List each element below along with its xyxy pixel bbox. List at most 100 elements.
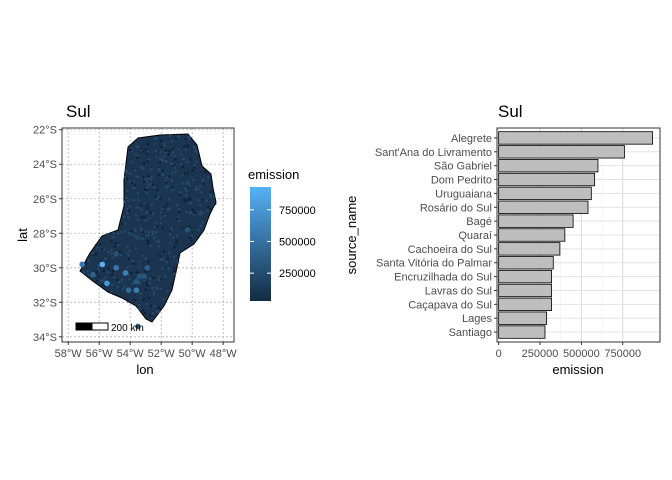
municipality-marker	[150, 178, 153, 181]
municipality-marker	[201, 179, 204, 183]
emission-point	[133, 278, 140, 285]
municipality-marker	[131, 186, 135, 190]
municipality-marker	[96, 264, 100, 267]
municipality-marker	[140, 216, 144, 219]
municipality-marker	[149, 211, 152, 214]
municipality-marker	[116, 285, 119, 289]
municipality-marker	[142, 180, 146, 184]
municipality-marker	[106, 271, 110, 274]
municipality-marker	[181, 165, 184, 169]
municipality-marker	[182, 157, 186, 160]
municipality-marker	[166, 185, 170, 188]
municipality-marker	[163, 274, 167, 278]
municipality-marker	[191, 169, 194, 173]
municipality-marker	[146, 206, 149, 210]
municipality-marker	[184, 194, 188, 197]
municipality-marker	[170, 139, 174, 143]
map-y-tick-labels: 22°S 24°S 26°S 28°S 30°S 32°S 34°S	[33, 125, 62, 344]
municipality-marker	[139, 149, 143, 152]
municipality-marker	[113, 245, 117, 248]
bar-x-tick-label: 750000	[604, 348, 641, 360]
municipality-marker	[200, 191, 203, 194]
municipality-marker	[107, 267, 110, 270]
municipality-marker	[136, 270, 139, 274]
municipality-marker	[183, 187, 187, 191]
municipality-marker	[146, 239, 149, 242]
municipality-marker	[147, 183, 150, 187]
municipality-marker	[185, 182, 189, 186]
municipality-marker	[123, 215, 126, 218]
municipality-marker	[188, 201, 191, 205]
municipality-marker	[188, 135, 191, 139]
municipality-marker	[155, 285, 159, 289]
municipality-marker	[168, 251, 171, 254]
municipality-marker	[155, 156, 158, 159]
municipality-marker	[164, 151, 167, 155]
municipality-marker	[166, 290, 169, 293]
municipality-marker	[198, 203, 202, 207]
municipality-marker	[138, 145, 141, 149]
scale-bar: 200 km	[75, 322, 144, 334]
map-y-tick-label: 34°S	[33, 332, 57, 344]
municipality-marker	[127, 253, 130, 257]
municipality-marker	[152, 236, 156, 240]
municipality-marker	[126, 212, 129, 215]
municipality-marker	[110, 283, 114, 287]
municipality-marker	[204, 170, 207, 173]
bar-category-label: Encruzilhada do Sul	[394, 272, 492, 284]
municipality-marker	[136, 156, 139, 159]
municipality-marker	[206, 209, 209, 212]
municipality-marker	[184, 148, 187, 152]
municipality-marker	[145, 152, 149, 156]
bar-title: Sul	[498, 102, 523, 121]
municipality-marker	[123, 200, 126, 204]
municipality-marker	[151, 232, 155, 236]
municipality-marker	[173, 272, 176, 276]
municipality-marker	[127, 199, 130, 202]
emission-point	[136, 273, 143, 280]
bar-category-label: Lages	[462, 313, 492, 325]
municipality-marker	[171, 147, 174, 150]
municipality-marker	[144, 288, 148, 292]
municipality-marker	[147, 296, 151, 300]
municipality-marker	[177, 215, 180, 219]
legend-tick-label: 750000	[279, 205, 316, 217]
municipality-marker	[87, 273, 90, 277]
municipality-marker	[140, 208, 144, 211]
municipality-marker	[95, 246, 99, 249]
municipality-marker	[209, 193, 212, 197]
municipality-marker	[138, 307, 141, 311]
municipality-marker	[136, 218, 140, 221]
map-x-tick-label: 54°W	[117, 348, 145, 360]
municipality-marker	[146, 283, 149, 287]
municipality-marker	[174, 170, 177, 173]
municipality-marker	[191, 208, 195, 211]
municipality-marker	[213, 202, 217, 206]
municipality-marker	[175, 242, 178, 245]
municipality-marker	[157, 195, 160, 199]
municipality-marker	[146, 160, 149, 163]
municipality-marker	[147, 260, 150, 264]
municipality-marker	[162, 205, 166, 209]
municipality-marker	[91, 252, 94, 255]
municipality-marker	[151, 212, 155, 216]
municipality-marker	[130, 161, 134, 164]
municipality-marker	[186, 171, 190, 174]
municipality-marker	[161, 297, 165, 301]
municipality-marker	[199, 213, 202, 216]
municipality-marker	[166, 257, 170, 260]
municipality-marker	[145, 180, 149, 183]
municipality-marker	[183, 145, 186, 148]
municipality-marker	[178, 207, 181, 211]
municipality-marker	[118, 281, 121, 284]
municipality-marker	[190, 234, 194, 237]
bar	[498, 186, 592, 201]
municipality-marker	[143, 311, 147, 315]
municipality-marker	[135, 145, 139, 148]
municipality-marker	[145, 302, 149, 306]
municipality-marker	[175, 234, 179, 238]
municipality-marker	[144, 257, 148, 261]
municipality-marker	[110, 273, 114, 276]
map-x-tick-label: 58°W	[55, 348, 83, 360]
municipality-marker	[98, 243, 102, 246]
